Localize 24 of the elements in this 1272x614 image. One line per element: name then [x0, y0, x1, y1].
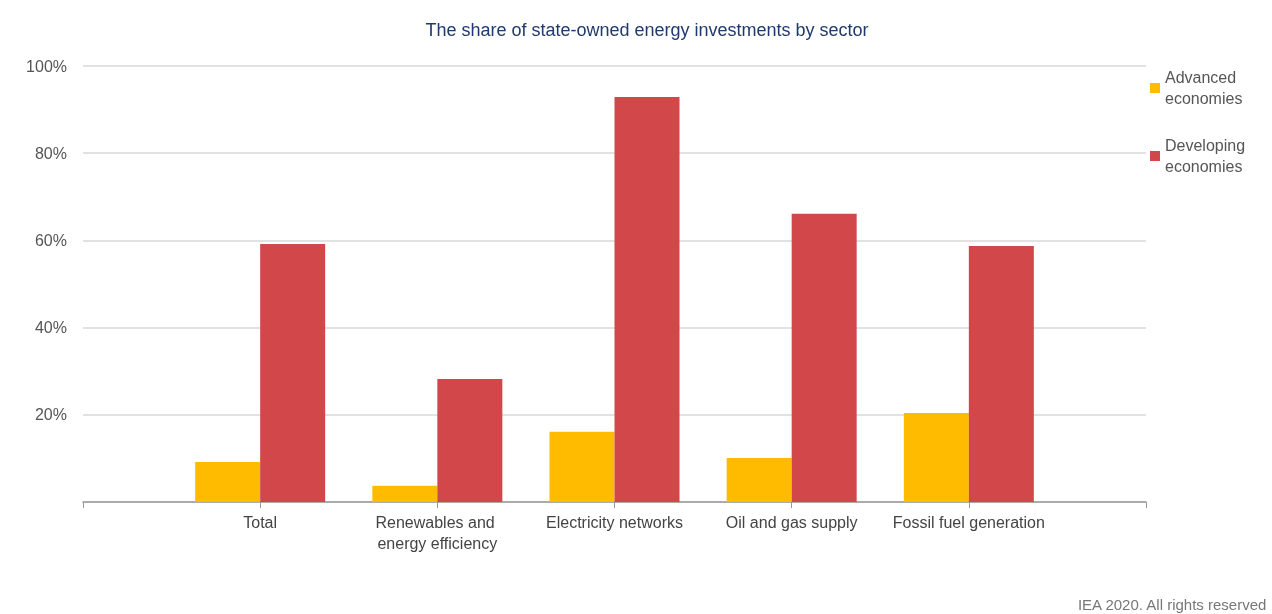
legend-label: Advanced economies [1165, 69, 1243, 107]
bar [614, 96, 680, 502]
y-tick-label: 100% [26, 57, 67, 75]
bar [195, 461, 261, 502]
x-tick-label: Total [243, 514, 278, 531]
bar [549, 431, 615, 502]
y-tick-label: 80% [34, 144, 67, 162]
y-tick-label: 40% [34, 319, 67, 337]
x-tick-label: Electricity networks [546, 514, 683, 531]
x-tick-label: Oil and gas supply [725, 514, 858, 531]
bar [968, 246, 1034, 502]
bar [437, 379, 503, 502]
bar [260, 243, 326, 502]
chart-title: The share of state-owned energy investments by sector [425, 20, 869, 40]
legend-label: Developing economies [1165, 137, 1250, 175]
text: IEA 2020. All rights reserved [1077, 596, 1267, 613]
bar [726, 457, 792, 502]
bar [372, 485, 438, 502]
x-tick-label: Fossil fuel generation [892, 514, 1045, 531]
bar [791, 213, 857, 502]
x-tick-label: Renewables and energy efficiency [375, 514, 500, 552]
bar [903, 413, 969, 502]
y-tick-label: 20% [34, 406, 67, 424]
y-tick-label: 60% [34, 231, 67, 249]
